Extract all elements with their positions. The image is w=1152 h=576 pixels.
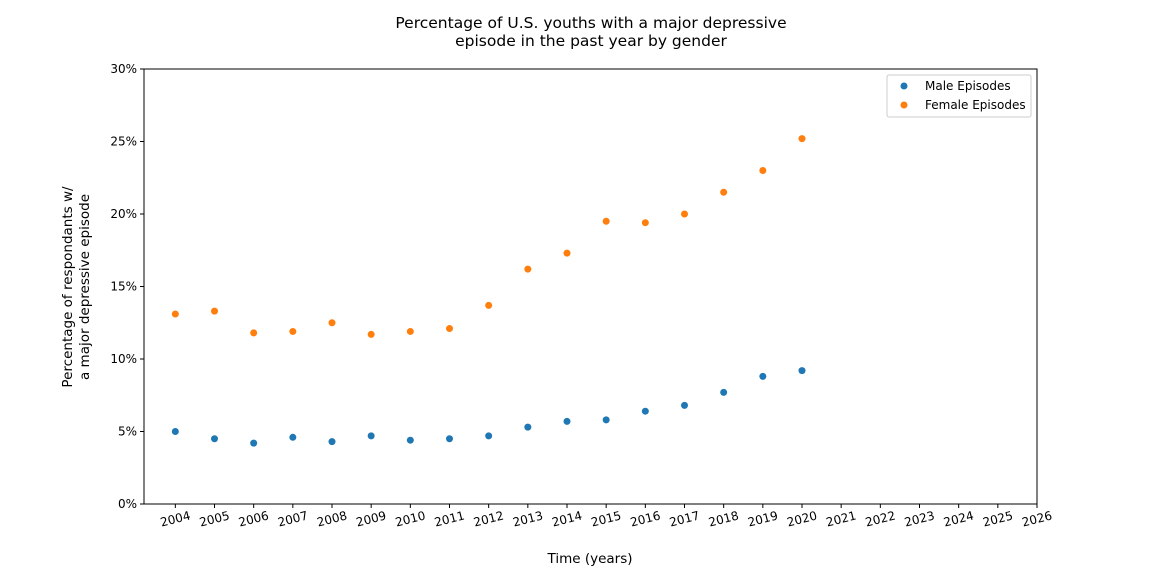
x-tick-label: 2012 — [472, 509, 505, 530]
male-point-2013 — [524, 423, 532, 431]
female-point-2018 — [720, 188, 728, 196]
female-point-2014 — [563, 249, 571, 257]
female-point-2016 — [641, 219, 649, 227]
y-axis-label-line-1: Percentage of respondants w/ — [60, 186, 76, 388]
y-tick-label: 30% — [110, 62, 137, 76]
x-tick-label: 2024 — [942, 509, 975, 530]
y-tick-label: 0% — [118, 497, 137, 511]
y-axis-label-line-2: a major depressive episode — [77, 194, 93, 380]
male-point-2012 — [485, 432, 493, 440]
male-point-2004 — [171, 428, 179, 435]
female-point-2020 — [798, 135, 806, 143]
data-points — [171, 135, 806, 447]
x-tick-label: 2017 — [668, 509, 701, 530]
y-tick-label: 10% — [110, 352, 137, 366]
legend-marker-female — [900, 101, 908, 109]
x-tick-label: 2015 — [590, 509, 623, 530]
female-point-2009 — [367, 330, 375, 338]
y-axis: 0% 5% 10% 15% 20% 25% 30% — [110, 62, 144, 511]
x-tick-label: 2011 — [433, 509, 466, 530]
male-point-2014 — [563, 417, 571, 425]
male-point-2018 — [720, 388, 728, 396]
x-tick-label: 2016 — [629, 509, 662, 530]
male-point-2010 — [406, 436, 414, 444]
x-tick-label: 2005 — [198, 509, 231, 530]
x-tick-label: 2020 — [785, 509, 818, 530]
female-point-2008 — [328, 319, 336, 327]
male-point-2011 — [446, 435, 453, 443]
x-tick-label: 2004 — [159, 509, 192, 530]
x-tick-label: 2010 — [394, 509, 427, 530]
x-tick-label: 2025 — [981, 509, 1014, 530]
female-point-2017 — [681, 210, 688, 218]
x-tick-label: 2007 — [276, 509, 309, 530]
x-tick-label: 2019 — [746, 509, 779, 530]
y-tick-label: 5% — [118, 425, 137, 439]
x-tick-label: 2023 — [903, 509, 936, 530]
legend-label-female: Female Episodes — [925, 98, 1026, 112]
y-tick-label: 25% — [110, 135, 137, 149]
male-point-2015 — [602, 416, 610, 424]
female-point-2012 — [485, 301, 493, 309]
x-tick-label: 2014 — [550, 509, 583, 530]
x-tick-label: 2021 — [825, 509, 858, 530]
female-point-2006 — [250, 329, 258, 337]
male-point-2016 — [641, 407, 649, 415]
x-tick-label: 2026 — [1020, 509, 1053, 530]
y-axis-label: Percentage of respondants w/ a major dep… — [60, 186, 93, 388]
x-tick-label: 2008 — [315, 509, 348, 530]
x-axis: 2004 2005 2006 2007 2008 2009 2010 2011 2012 2013… — [159, 504, 1054, 529]
male-point-2009 — [367, 432, 375, 440]
male-point-2007 — [289, 433, 297, 441]
female-point-2004 — [171, 310, 179, 318]
x-tick-label: 2022 — [864, 509, 897, 530]
chart-title: Percentage of U.S. youths with a major d… — [395, 14, 786, 50]
x-axis-label: Time (years) — [546, 551, 632, 567]
x-tick-label: 2009 — [355, 509, 388, 530]
male-point-2020 — [798, 367, 806, 375]
male-point-2019 — [759, 372, 767, 380]
female-point-2019 — [759, 167, 767, 174]
legend-marker-male — [900, 82, 908, 90]
x-tick-label: 2018 — [707, 509, 740, 530]
male-point-2008 — [328, 438, 336, 446]
x-tick-label: 2006 — [237, 509, 270, 530]
chart-title-line-2: episode in the past year by gender — [455, 32, 727, 50]
legend: Male Episodes Female Episodes — [886, 74, 1032, 118]
chart-title-line-1: Percentage of U.S. youths with a major d… — [395, 14, 786, 32]
male-point-2006 — [250, 439, 258, 447]
y-tick-label: 20% — [110, 207, 137, 221]
female-point-2015 — [602, 217, 610, 225]
plot-area — [143, 68, 1038, 505]
x-tick-label: 2013 — [511, 509, 544, 530]
legend-label-male: Male Episodes — [925, 79, 1011, 93]
female-point-2011 — [446, 325, 453, 333]
male-point-2017 — [681, 401, 688, 409]
male-point-2005 — [211, 435, 218, 443]
female-point-2007 — [289, 327, 297, 335]
female-point-2013 — [524, 265, 532, 273]
y-tick-label: 15% — [110, 280, 137, 294]
female-point-2010 — [406, 327, 414, 335]
legend-box — [886, 74, 1032, 118]
female-point-2005 — [211, 307, 218, 315]
